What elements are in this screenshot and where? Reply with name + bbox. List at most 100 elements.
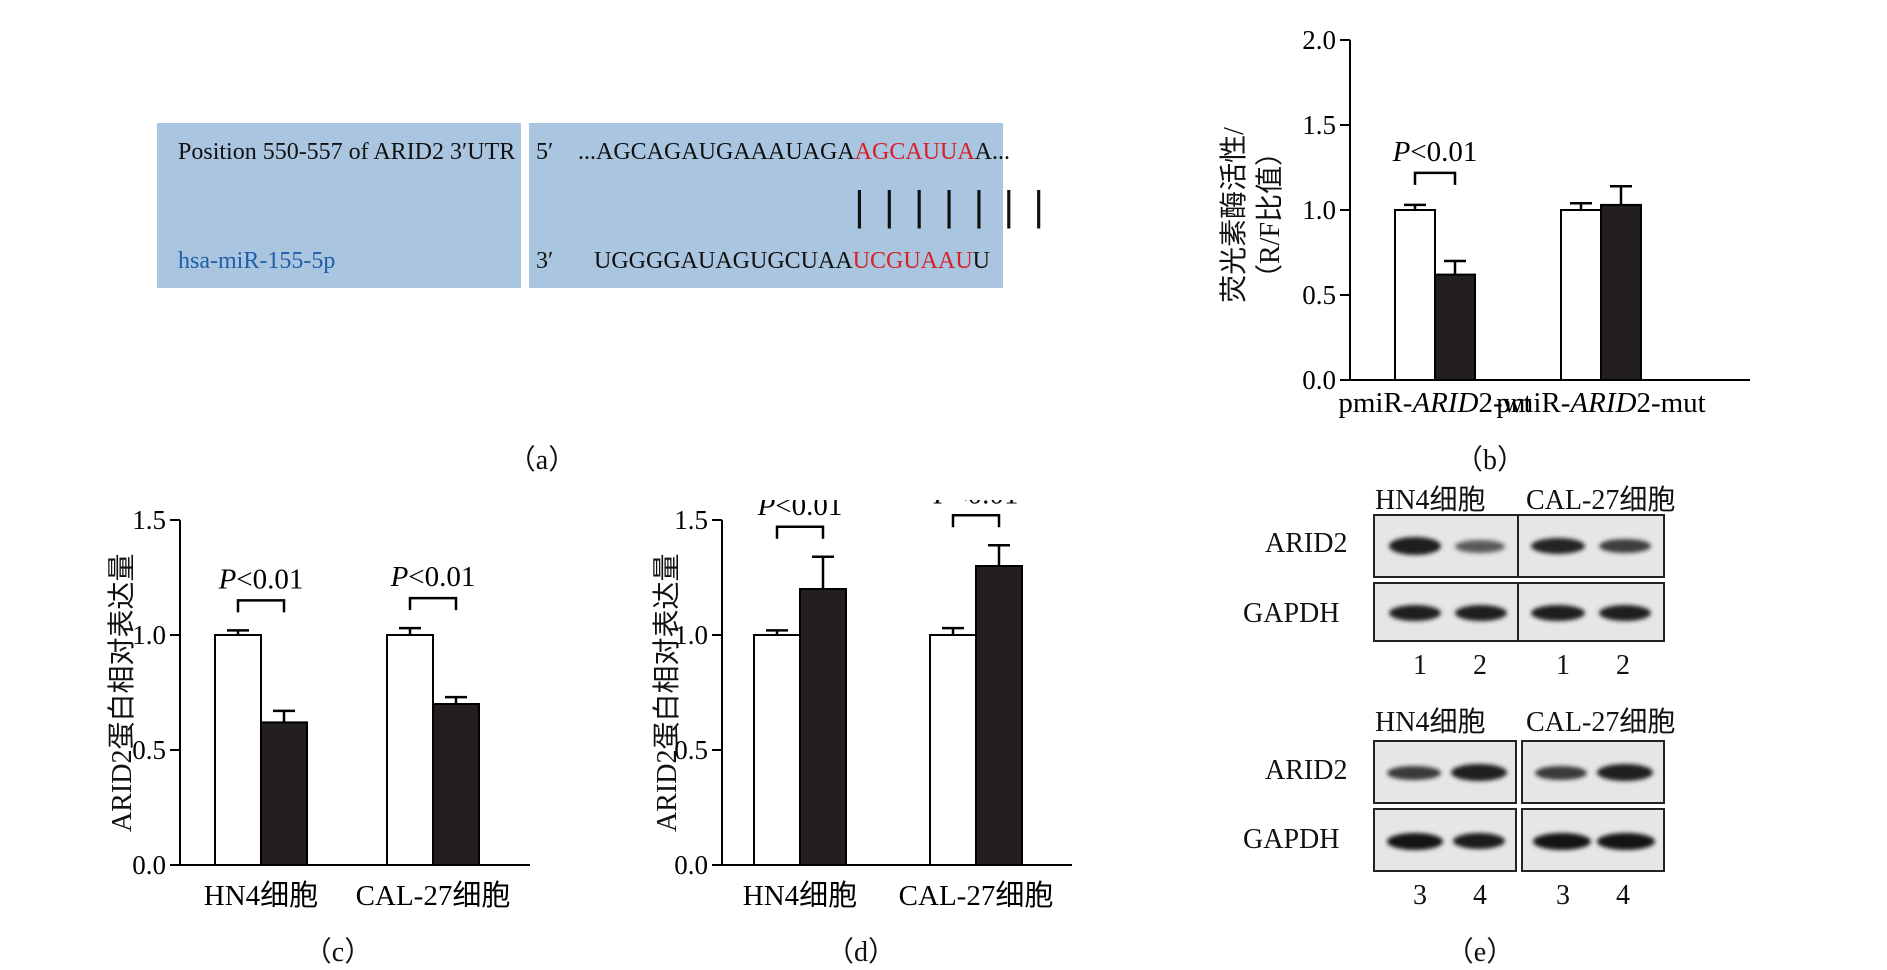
blot-top-header-cal27: CAL-27细胞: [1526, 485, 1676, 516]
significance-bracket: [1413, 171, 1457, 185]
band: [1387, 766, 1441, 780]
y-tick-label: 0.0: [1302, 365, 1336, 395]
blot-bottom-lane-2: 4: [1473, 880, 1487, 911]
panel-b-label: （b）: [1454, 445, 1525, 476]
bar: [1560, 209, 1602, 381]
chart-b-svg: 0.0 0.5 1.0 1.5 2.0 pmiR-ARID2-wtpmiR-ARID2-m…: [1302, 25, 1750, 419]
y-tick-label: 1.5: [1302, 110, 1336, 140]
blot-bottom-arid2-cal27: [1521, 740, 1665, 804]
utr-5prime-end: 5′: [536, 139, 554, 165]
blot-top-lane-3: 1: [1556, 650, 1570, 681]
band: [1597, 764, 1653, 781]
panel-c-label: （c）: [303, 937, 373, 968]
utr-sequence-tail: A...: [974, 139, 1010, 165]
mirna-sequence-tail: U: [972, 248, 990, 274]
band: [1389, 537, 1441, 555]
mirna-3prime-end: 3′: [536, 248, 554, 274]
significance-bracket: [408, 596, 458, 611]
mirna-name-label: hsa-miR-155-5p: [178, 248, 336, 274]
mirna-sequence-black: UGGGGAUAGUGCUAA: [594, 248, 853, 274]
panel-a-label: （a）: [507, 445, 577, 476]
blot-bottom-lane-3: 3: [1556, 880, 1570, 911]
band: [1389, 605, 1441, 621]
y-tick-label: 1.5: [674, 505, 708, 535]
band: [1599, 539, 1651, 553]
bar: [1434, 273, 1476, 382]
bar: [975, 565, 1023, 866]
significance-label: P<0.01: [390, 561, 476, 593]
significance-label: P<0.01: [1392, 136, 1478, 168]
band: [1455, 540, 1505, 553]
significance-bracket: [236, 599, 286, 613]
y-tick-label: 1.0: [1302, 195, 1336, 225]
blot-bottom-gapdh-cal27: [1521, 808, 1665, 872]
y-tick-label: 0.0: [132, 850, 166, 880]
band: [1451, 764, 1507, 781]
y-tick-label: 1.0: [674, 620, 708, 650]
blot-top-row-arid2: ARID2: [1265, 528, 1348, 559]
blot-bottom-gapdh-hn4: [1373, 808, 1517, 872]
significance-label: P<0.01: [218, 563, 304, 595]
blot-top-gapdh-hn4: [1373, 582, 1521, 642]
x-category-label: HN4细胞: [743, 879, 857, 912]
blot-top-gapdh-cal27: [1517, 582, 1665, 642]
utr-sequence: ...AGCAGAUGAAAUAGAAGCAUUAA...: [578, 139, 1010, 166]
panel-e-label: （e）: [1445, 937, 1515, 968]
significance-bracket: [775, 525, 825, 539]
bar: [260, 721, 308, 866]
blot-bottom-arid2-hn4: [1373, 740, 1517, 804]
blot-top-lane-2: 2: [1473, 650, 1487, 681]
blot-top-arid2-hn4: [1373, 514, 1521, 578]
bar: [799, 588, 847, 866]
y-tick-label: 0.5: [1302, 280, 1336, 310]
chart-b-ylabel-line1: 荧光素酶活性/: [1219, 127, 1250, 303]
band: [1533, 833, 1591, 850]
blot-top-row-gapdh: GAPDH: [1243, 598, 1340, 629]
y-tick-label: 0.5: [674, 735, 708, 765]
blot-bottom-lane-4: 4: [1616, 880, 1630, 911]
bar: [386, 634, 434, 866]
y-tick-label: 1.0: [132, 620, 166, 650]
utr-seed-match: AGCAUUA: [854, 139, 975, 165]
x-category-label: pmiR-ARID2-mut: [1496, 387, 1705, 419]
bar: [929, 634, 977, 866]
band: [1531, 538, 1585, 554]
utr-position-label: Position 550-557 of ARID2 3′UTR: [178, 139, 516, 165]
y-tick-label: 2.0: [1302, 25, 1336, 55]
utr-sequence-black: ...AGCAGAUGAAAUAGA: [578, 139, 855, 165]
band: [1599, 605, 1651, 621]
significance-bracket: [951, 514, 1001, 528]
blot-top-lane-1: 1: [1413, 650, 1427, 681]
chart-d-svg: 0.0 0.5 1.0 1.5 HN4细胞 CAL-27细胞 P<0.01 P<0.01: [674, 500, 1072, 912]
x-category-label: CAL-27细胞: [356, 879, 511, 912]
blot-bottom-header-hn4: HN4细胞: [1375, 707, 1486, 738]
chart-c-svg: 0.0 0.5 1.0 1.5 HN4细胞 CAL-27细胞 P<0.01 P<0.01: [132, 505, 530, 912]
blot-bottom-header-cal27: CAL-27细胞: [1526, 707, 1676, 738]
x-category-label: CAL-27细胞: [899, 879, 1054, 912]
blot-top-lane-4: 2: [1616, 650, 1630, 681]
band: [1453, 833, 1505, 849]
x-category-label: HN4细胞: [204, 879, 318, 912]
x-category-label: pmiR-ARID2-wt: [1338, 387, 1531, 419]
blot-bottom-row-gapdh: GAPDH: [1243, 824, 1340, 855]
mirna-sequence: UGGGGAUAGUGCUAAUCGUAAUU: [594, 248, 990, 275]
sequence-box: [529, 123, 1003, 288]
y-tick-label: 0.0: [674, 850, 708, 880]
band: [1535, 766, 1587, 780]
panel-d-label: （d）: [825, 937, 896, 968]
bar: [214, 634, 262, 866]
significance-label: P<0.01: [757, 500, 843, 522]
bar: [1394, 209, 1436, 381]
band: [1531, 605, 1585, 621]
base-pairing-lines: |||||||: [848, 184, 1058, 228]
bar: [432, 703, 480, 866]
y-tick-label: 0.5: [132, 735, 166, 765]
bar: [1600, 203, 1642, 381]
band: [1597, 833, 1655, 850]
blot-bottom-row-arid2: ARID2: [1265, 755, 1348, 786]
blot-top-arid2-cal27: [1517, 514, 1665, 578]
y-tick-label: 1.5: [132, 505, 166, 535]
blot-top-header-hn4: HN4细胞: [1375, 485, 1486, 516]
utr-label-box: [157, 123, 521, 288]
bar: [753, 634, 801, 866]
